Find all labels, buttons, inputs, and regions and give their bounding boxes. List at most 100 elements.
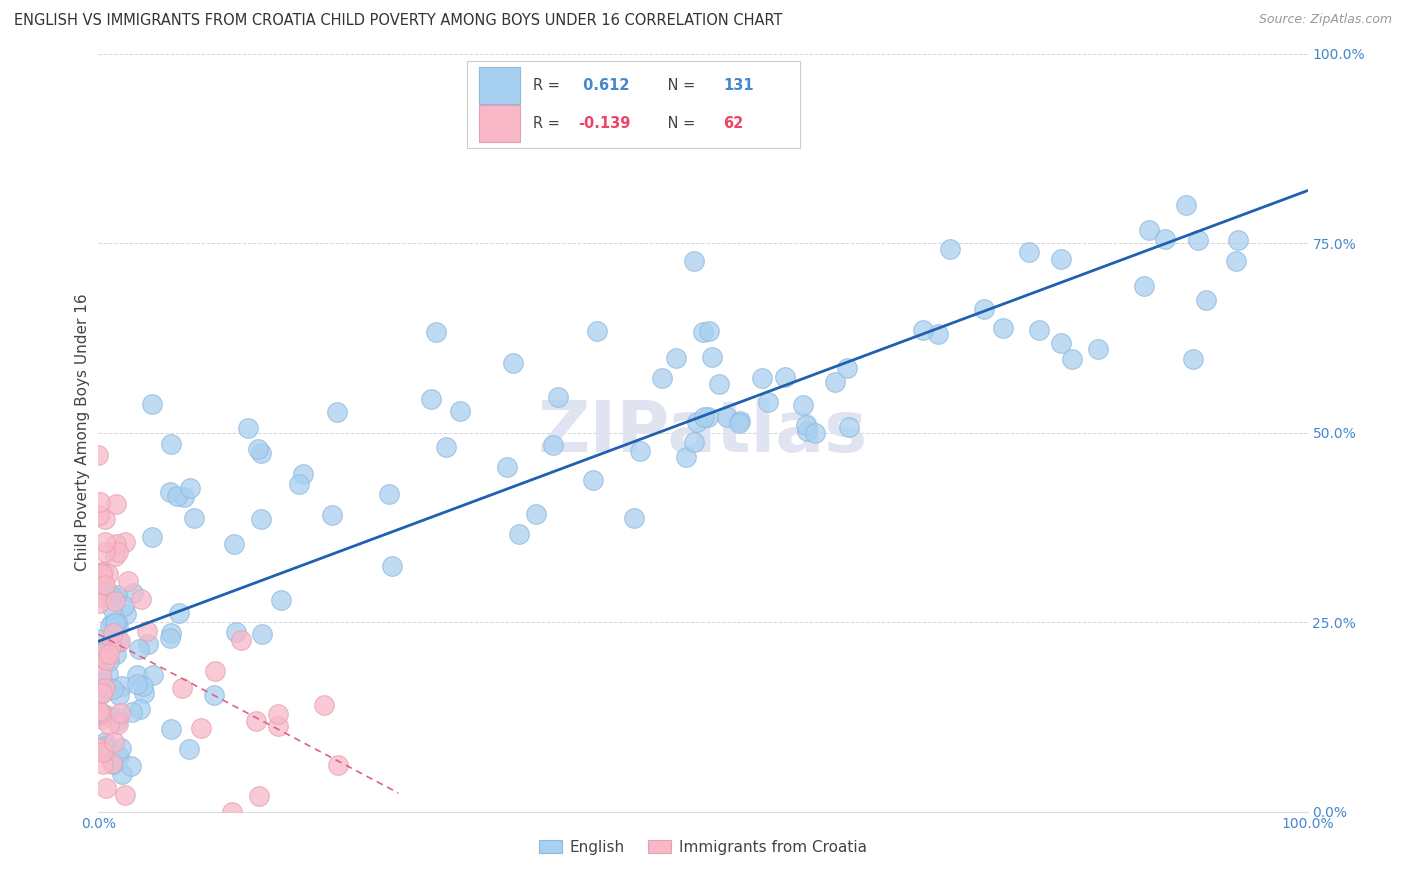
Point [160,723,183,737]
Point [728,416,751,430]
Point [108,634,131,648]
FancyBboxPatch shape [467,62,800,148]
Point [101,615,124,630]
Point [142,667,165,681]
Point [111,766,134,780]
Point [136,637,159,651]
Point [1062,351,1084,366]
Point [993,320,1015,334]
Point [94,653,117,667]
Point [141,397,163,411]
Point [101,681,124,696]
Point [108,749,131,764]
Point [582,473,605,487]
Point [586,324,609,338]
Point [100,589,122,603]
Point [1174,198,1197,212]
Point [134,686,156,700]
Point [94,544,117,558]
Point [104,497,127,511]
Point [141,529,163,543]
Point [121,706,143,720]
Point [91,674,114,689]
Point [696,409,718,424]
Point [105,588,128,602]
Point [702,351,724,365]
Point [225,625,247,640]
Point [104,647,127,661]
Point [91,756,114,771]
Point [287,476,309,491]
Point [90,566,112,581]
Text: 62: 62 [724,116,744,131]
Y-axis label: Child Poverty Among Boys Under 16: Child Poverty Among Boys Under 16 [75,293,90,572]
Text: Source: ZipAtlas.com: Source: ZipAtlas.com [1258,13,1392,27]
Point [247,442,270,457]
Point [101,756,124,771]
Point [496,460,519,475]
Point [120,759,142,773]
Point [103,615,125,630]
Point [1227,233,1250,247]
Point [159,485,181,500]
Point [112,599,135,613]
Point [190,721,212,735]
Point [172,681,194,695]
Point [824,375,846,389]
Point [173,491,195,505]
Point [321,508,343,523]
Point [87,508,110,522]
Point [94,735,117,749]
Point [716,410,738,425]
Point [98,619,121,633]
Text: R =: R = [533,116,564,131]
Point [796,417,818,432]
Point [1050,252,1073,267]
Point [103,735,125,749]
Point [449,404,471,418]
Point [508,527,530,541]
Point [270,592,292,607]
Point [160,436,183,450]
Text: 131: 131 [724,78,754,93]
Point [127,667,149,681]
Point [94,583,117,598]
Point [911,323,934,337]
Point [939,242,962,256]
Text: N =: N = [664,78,700,93]
Point [1018,244,1040,259]
Point [104,594,127,608]
Point [245,714,267,728]
Point [89,740,111,755]
Point [628,444,651,458]
Point [326,758,349,772]
Point [202,688,225,702]
Point [87,596,110,610]
Point [101,756,124,771]
Point [97,639,120,653]
Point [91,686,114,700]
Point [291,467,314,482]
Point [773,370,796,384]
Point [114,789,136,803]
Point [90,632,112,647]
Point [1087,342,1109,356]
Text: ZIPatlas: ZIPatlas [538,398,868,467]
Point [90,687,112,701]
Point [247,789,270,804]
Text: R =: R = [533,78,564,93]
Point [114,535,136,549]
Point [97,655,120,669]
Point [121,585,143,599]
Point [87,704,110,718]
Point [131,680,153,694]
Point [250,626,273,640]
Point [101,600,124,615]
Point [682,434,704,449]
Point [117,574,139,588]
Point [89,590,111,604]
Point [107,717,129,731]
Point [792,398,814,412]
Point [682,254,704,268]
Point [90,712,112,726]
